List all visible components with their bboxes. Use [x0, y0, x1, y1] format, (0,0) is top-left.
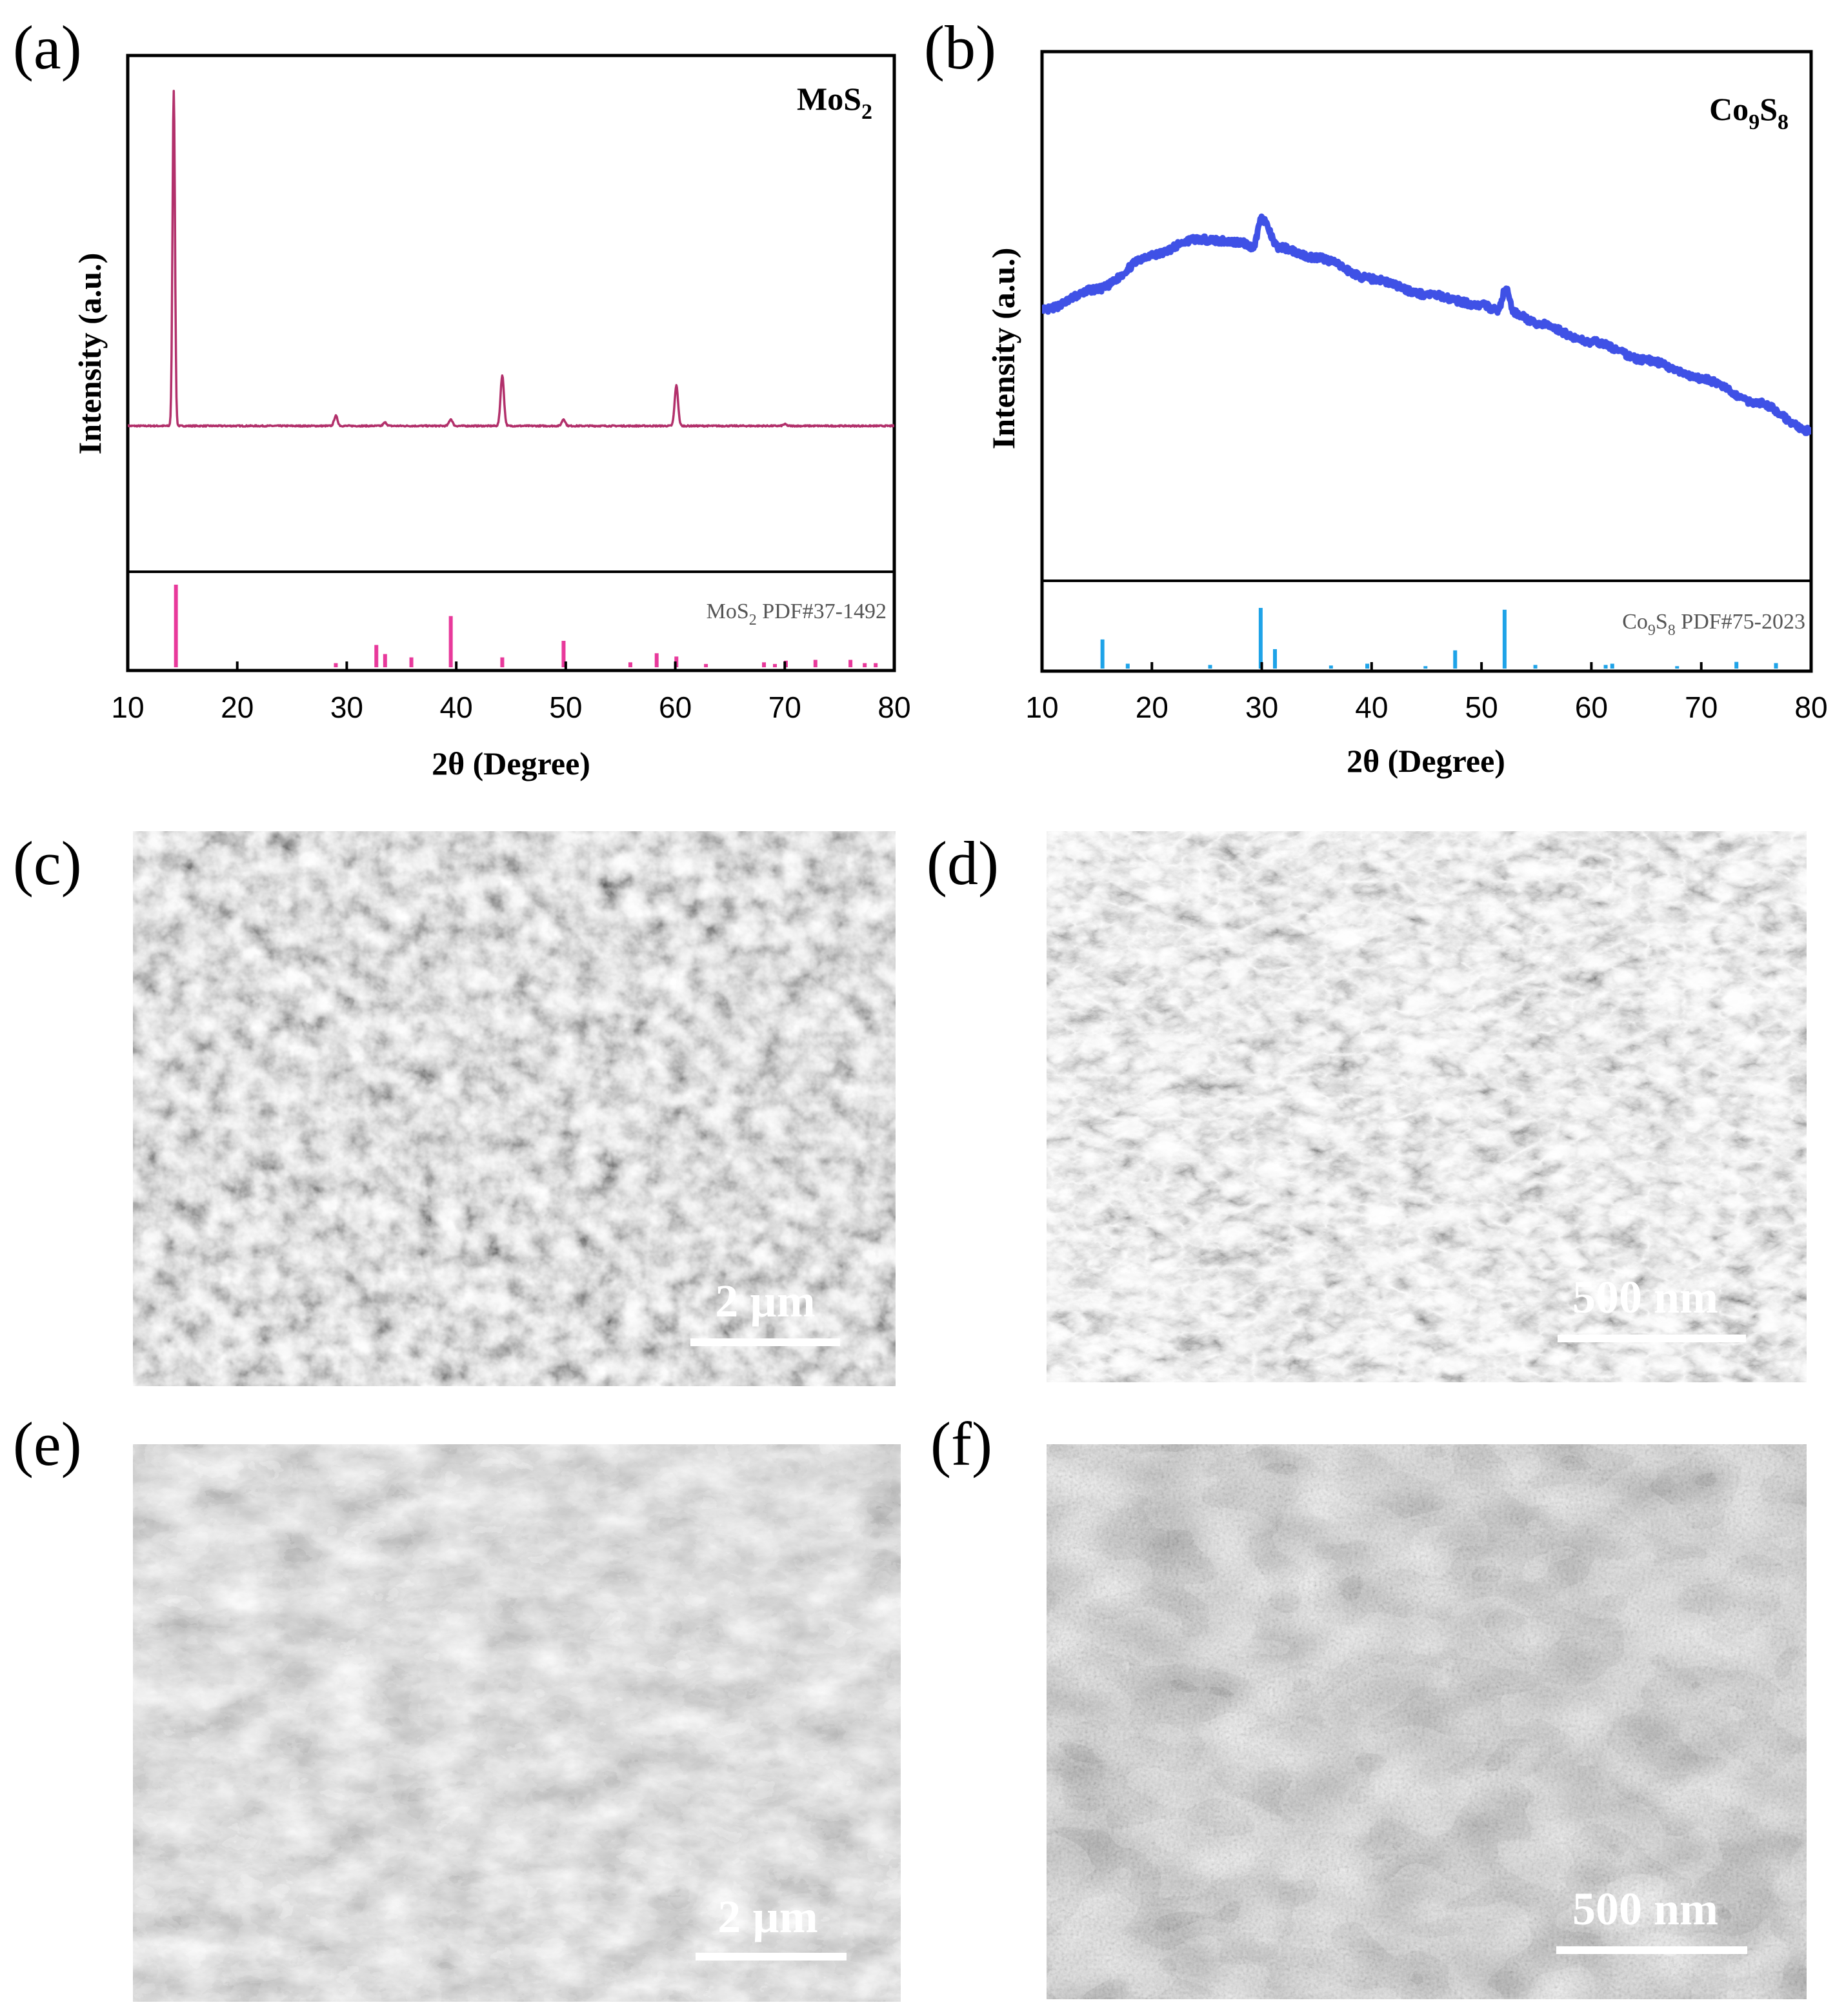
scale-bar-d: [1558, 1335, 1746, 1342]
panel-d: (d) 500 nm: [927, 829, 1807, 1382]
reference-line: [500, 657, 505, 667]
reference-line: [813, 660, 817, 667]
x-tick-label: 50: [1465, 690, 1498, 724]
reference-line: [1258, 608, 1263, 669]
x-tick-label: 40: [1355, 690, 1388, 724]
x-tick-label: 40: [440, 690, 473, 724]
reference-line: [1329, 665, 1333, 669]
plot-b-frame: [1040, 50, 1813, 673]
x-tick-label: 10: [111, 690, 144, 724]
reference-line: [1423, 666, 1428, 669]
sem-image-f: [1047, 1444, 1807, 1999]
plot-a-frame: [126, 54, 896, 672]
x-tick-label: 60: [1575, 690, 1608, 724]
y-axis-title-a: Intensity (a.u.): [72, 253, 108, 455]
scale-bar-f: [1556, 1946, 1747, 1954]
reference-line: [334, 663, 338, 667]
reference-line: [1502, 609, 1507, 669]
panel-e: (e) 2 µm: [13, 1409, 901, 2002]
panel-a: (a) 10 20 30 40 50 60 70 80 MoS2 MoS2 PDF#37-14…: [13, 13, 911, 781]
reference-line: [174, 585, 178, 667]
reference-line: [654, 653, 659, 667]
sem-image-c: [133, 831, 896, 1386]
reference-line: [1533, 665, 1538, 669]
reference-line: [1125, 663, 1130, 669]
reference-line: [773, 663, 777, 667]
panel-f: (f) 500 nm: [930, 1409, 1807, 1999]
reference-line: [383, 654, 387, 667]
x-axis-ticks-a: 10 20 30 40 50 60 70 80: [111, 661, 911, 724]
reference-line: [848, 660, 853, 667]
reference-line: [1273, 649, 1278, 669]
x-axis-title-b: 2θ (Degree): [1347, 743, 1505, 779]
reference-line: [448, 616, 453, 667]
reference-label-co9s8: Co9S8 PDF#75-2023: [1622, 610, 1805, 639]
panel-c-label: (c): [13, 829, 82, 898]
reference-line: [1774, 663, 1778, 669]
panel-c: (c) 2 µm: [13, 829, 896, 1386]
sample-label-co9s8: Co9S8: [1709, 91, 1789, 134]
sem-image-d: [1047, 831, 1807, 1382]
reference-line: [1734, 661, 1739, 669]
xrd-trace-co9s8: [1042, 213, 1811, 436]
reference-line: [863, 663, 867, 667]
scale-label-c: 2 µm: [715, 1275, 815, 1327]
reference-line: [1603, 665, 1608, 669]
y-axis-title-b: Intensity (a.u.): [985, 248, 1021, 450]
scale-label-e: 2 µm: [717, 1891, 817, 1942]
panel-e-label: (e): [13, 1409, 82, 1478]
reference-lines-co9s8: [1100, 608, 1778, 669]
reference-line: [409, 657, 414, 667]
x-tick-label: 30: [330, 690, 363, 724]
reference-line: [874, 663, 878, 667]
panel-b-label: (b): [924, 13, 996, 82]
x-tick-label: 60: [659, 690, 692, 724]
panel-b: (b) 10 20 30 40 50 60 70 80 Co9S8 Co9S8 PDF#75-…: [924, 13, 1828, 779]
reference-lines-mos2: [174, 585, 878, 667]
reference-label-mos2: MoS2 PDF#37-1492: [707, 600, 887, 629]
scale-label-d: 500 nm: [1572, 1271, 1718, 1323]
x-tick-label: 30: [1245, 690, 1278, 724]
panel-a-label: (a): [13, 13, 82, 82]
x-tick-label: 50: [549, 690, 582, 724]
reference-line: [1100, 639, 1105, 669]
sem-image-e: [133, 1444, 901, 2002]
reference-line: [704, 663, 708, 667]
xrd-trace-mos2: [128, 90, 894, 428]
reference-line: [1610, 663, 1614, 669]
reference-line: [1453, 650, 1458, 669]
sample-label-mos2: MoS2: [797, 81, 872, 124]
scale-label-f: 500 nm: [1572, 1883, 1718, 1935]
scale-bar-e: [696, 1953, 847, 1961]
reference-line: [628, 662, 632, 667]
reference-line: [762, 662, 767, 667]
x-tick-label: 70: [1685, 690, 1718, 724]
panel-d-label: (d): [927, 829, 999, 898]
x-tick-label: 80: [877, 690, 910, 724]
x-tick-label: 10: [1025, 690, 1058, 724]
panel-f-label: (f): [930, 1409, 992, 1478]
reference-line: [374, 645, 379, 667]
reference-line: [561, 641, 566, 667]
x-tick-label: 20: [1136, 690, 1168, 724]
reference-line: [1208, 665, 1212, 669]
x-tick-label: 20: [221, 690, 254, 724]
x-tick-label: 70: [768, 690, 801, 724]
reference-line: [1675, 666, 1680, 669]
x-axis-ticks-b: 10 20 30 40 50 60 70 80: [1025, 662, 1828, 724]
reference-line: [1365, 663, 1370, 669]
x-tick-label: 80: [1794, 690, 1827, 724]
scale-bar-c: [690, 1338, 840, 1346]
x-axis-title-a: 2θ (Degree): [432, 745, 590, 781]
